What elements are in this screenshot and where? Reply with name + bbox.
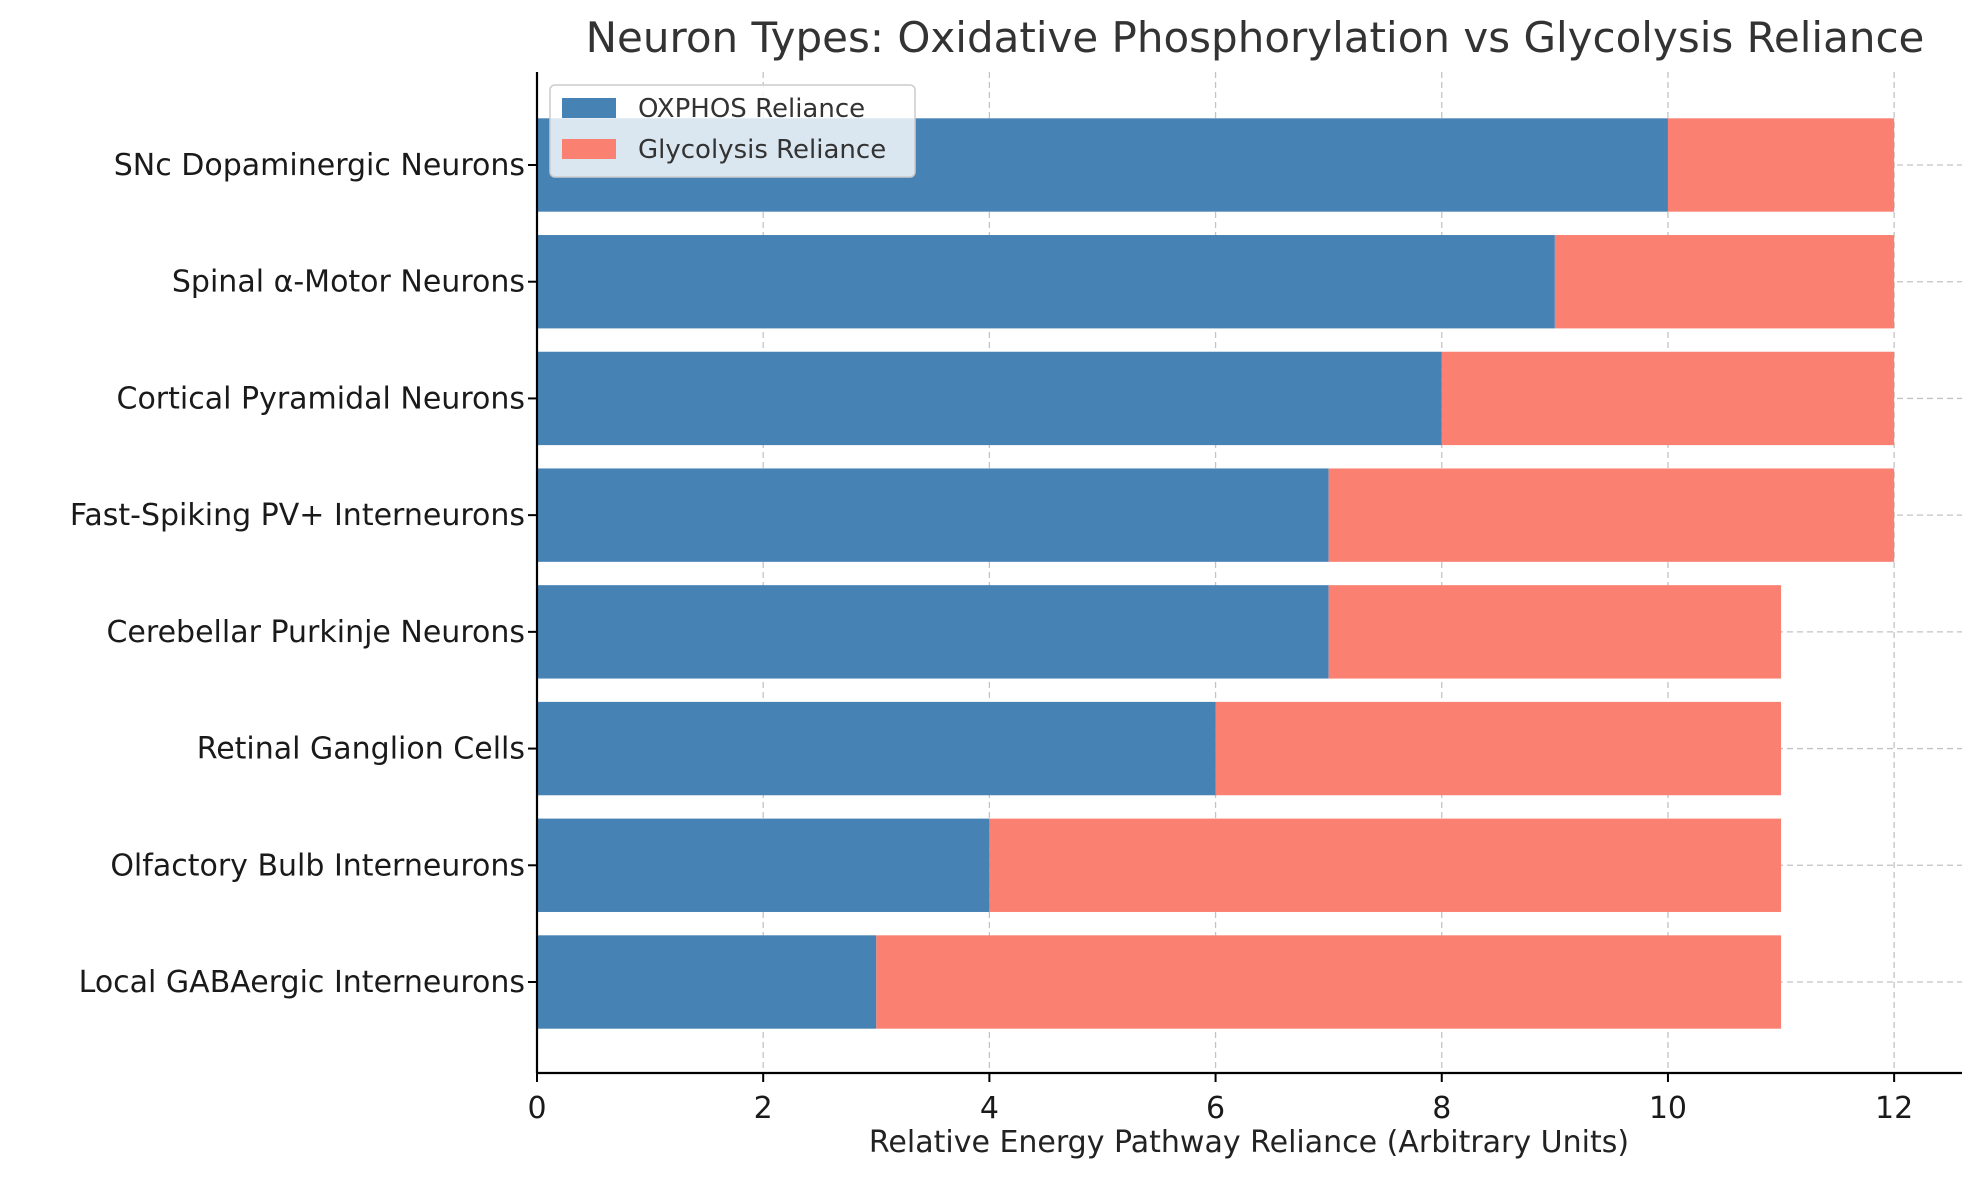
category-labels: SNc Dopaminergic Neurons Spinal α-Motor N… — [70, 148, 537, 1000]
category-label: Spinal α-Motor Neurons — [172, 265, 525, 300]
x-tick-label: 12 — [1875, 1091, 1913, 1126]
bars — [537, 118, 1895, 1029]
x-ticks: 0 2 4 6 8 10 12 — [527, 1073, 1913, 1126]
x-tick-label: 10 — [1649, 1091, 1687, 1126]
bar-oxphos — [537, 585, 1329, 679]
category-label: Cortical Pyramidal Neurons — [117, 381, 526, 416]
chart-title: Neuron Types: Oxidative Phosphorylation … — [586, 13, 1925, 62]
bar-glycolysis — [989, 818, 1782, 912]
bar-oxphos — [537, 468, 1329, 562]
legend-box — [549, 84, 916, 178]
category-label: Cerebellar Purkinje Neurons — [106, 615, 525, 650]
category-label: Fast-Spiking PV+ Interneurons — [70, 498, 525, 533]
legend-label-glycolysis: Glycolysis Reliance — [638, 135, 886, 165]
x-tick-label: 0 — [527, 1091, 546, 1126]
bar-glycolysis — [876, 935, 1782, 1029]
x-tick-label: 4 — [980, 1091, 999, 1126]
category-label: SNc Dopaminergic Neurons — [114, 148, 525, 183]
x-tick-label: 6 — [1206, 1091, 1225, 1126]
bar-oxphos — [537, 235, 1555, 329]
x-tick-label: 2 — [754, 1091, 773, 1126]
bar-glycolysis — [1554, 235, 1895, 329]
bar-glycolysis — [1328, 468, 1895, 562]
bar-glycolysis — [1328, 585, 1782, 679]
bar-glycolysis — [1215, 701, 1782, 796]
bar-oxphos — [537, 935, 877, 1029]
legend: OXPHOS Reliance Glycolysis Reliance — [549, 84, 916, 178]
x-axis-label: Relative Energy Pathway Reliance (Arbitr… — [869, 1125, 1629, 1160]
x-tick-label: 8 — [1432, 1091, 1451, 1126]
legend-label-oxphos: OXPHOS Reliance — [638, 94, 865, 124]
legend-swatch-glycolysis — [562, 139, 616, 159]
bar-glycolysis — [1441, 351, 1895, 446]
category-label: Retinal Ganglion Cells — [197, 732, 525, 767]
grid-lines — [536, 72, 1962, 1073]
bar-glycolysis — [1667, 118, 1895, 212]
bar-oxphos — [537, 818, 990, 912]
bar-oxphos — [537, 351, 1442, 446]
category-label: Olfactory Bulb Interneurons — [110, 848, 525, 883]
bar-oxphos — [537, 701, 1216, 796]
category-label: Local GABAergic Interneurons — [79, 965, 525, 1000]
legend-swatch-oxphos — [562, 98, 616, 118]
axes — [535, 72, 1962, 1075]
